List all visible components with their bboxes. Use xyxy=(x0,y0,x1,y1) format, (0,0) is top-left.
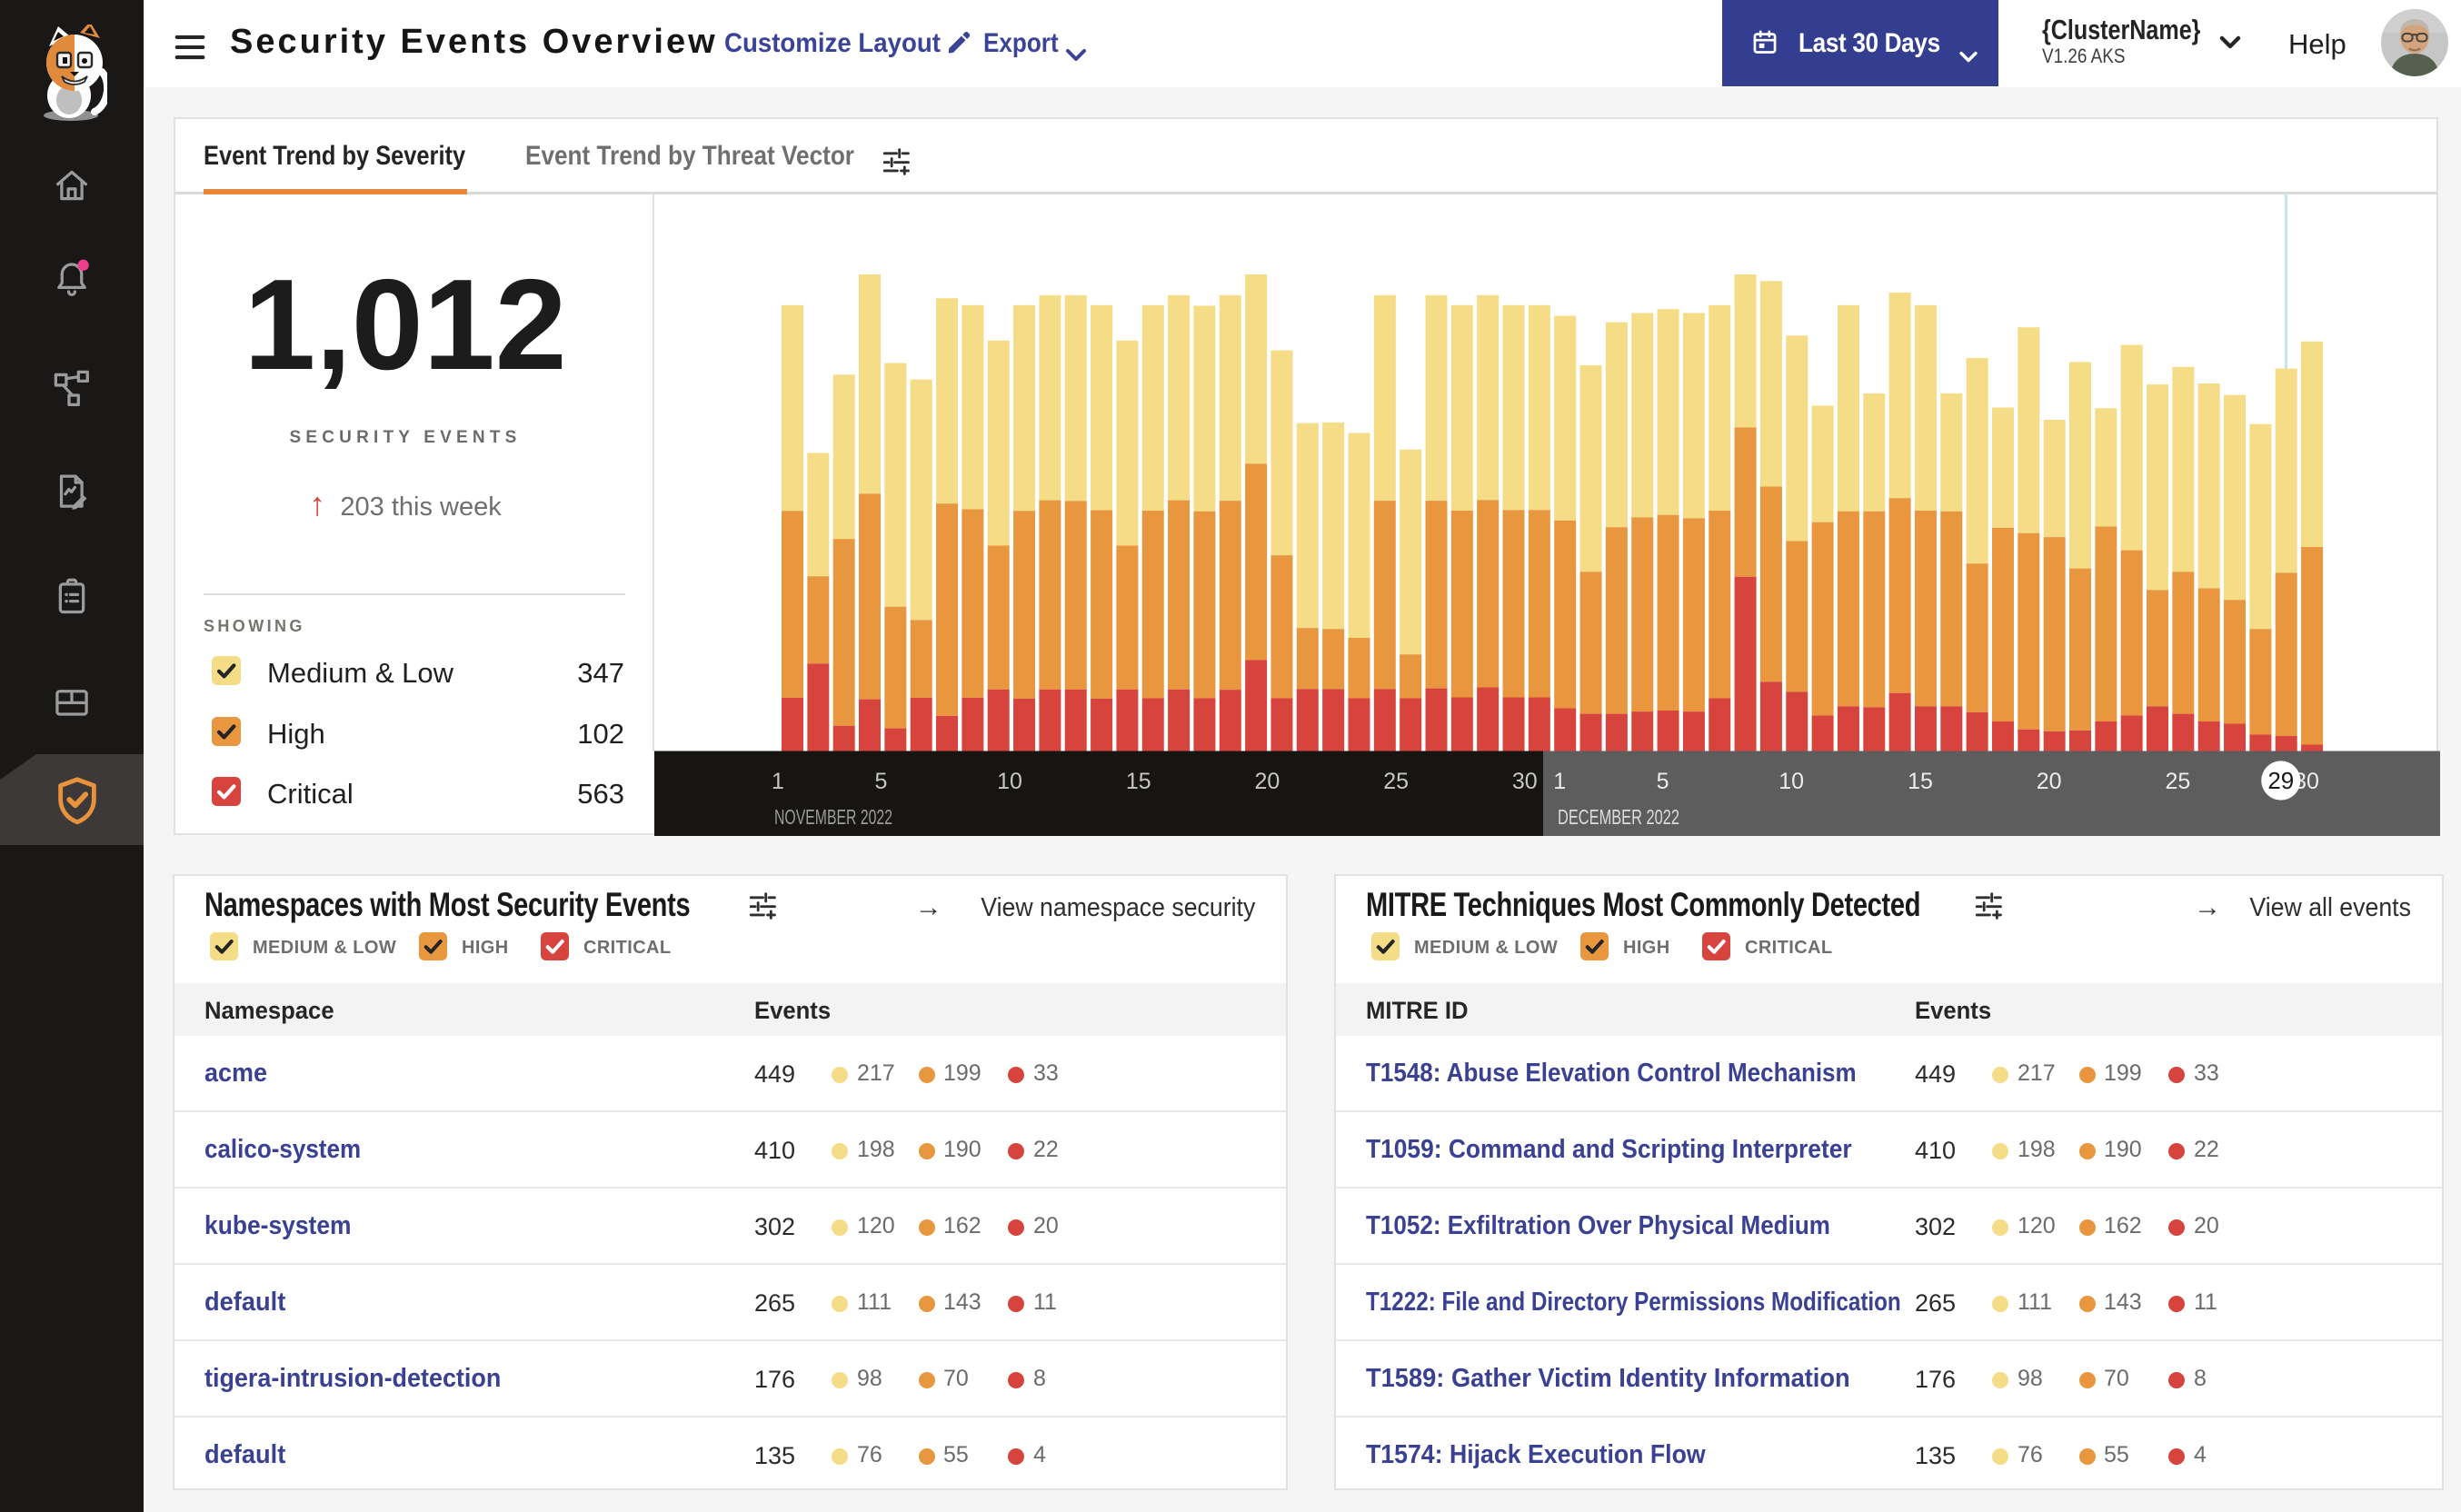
svg-text:20: 20 xyxy=(1254,769,1280,794)
svg-text:DECEMBER 2022: DECEMBER 2022 xyxy=(1558,805,1679,829)
svg-text:29: 29 xyxy=(2267,767,2294,794)
svg-text:10: 10 xyxy=(997,769,1022,794)
svg-text:NOVEMBER 2022: NOVEMBER 2022 xyxy=(774,805,892,829)
svg-text:30: 30 xyxy=(1512,769,1538,794)
svg-text:15: 15 xyxy=(1126,769,1151,794)
svg-text:10: 10 xyxy=(1778,769,1804,794)
svg-text:15: 15 xyxy=(1908,769,1933,794)
svg-text:1: 1 xyxy=(772,769,784,794)
svg-text:25: 25 xyxy=(2165,769,2190,794)
svg-text:25: 25 xyxy=(1383,769,1409,794)
svg-text:1: 1 xyxy=(1553,769,1566,794)
svg-text:5: 5 xyxy=(1657,769,1669,794)
svg-text:20: 20 xyxy=(2037,769,2062,794)
svg-text:5: 5 xyxy=(874,769,887,794)
